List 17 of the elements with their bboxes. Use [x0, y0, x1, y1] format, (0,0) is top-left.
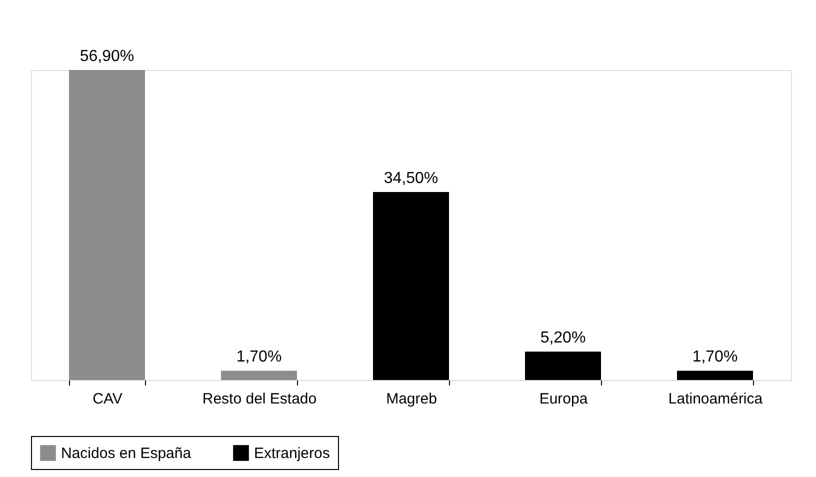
x-tick-label: Resto del Estado	[202, 390, 317, 408]
x-tick-label: CAV	[92, 390, 122, 408]
legend-label: Extranjeros	[254, 445, 330, 462]
x-tick-label: Magreb	[386, 390, 437, 408]
data-label: 56,90%	[80, 48, 134, 65]
bar	[677, 370, 753, 380]
bar	[69, 70, 145, 380]
x-tick-label: Europa	[539, 390, 588, 408]
x-tick-label: Latinoamérica	[668, 390, 764, 408]
bar	[221, 370, 297, 380]
legend-label: Nacidos en España	[61, 445, 192, 462]
bar	[373, 192, 449, 380]
data-label: 34,50%	[384, 170, 438, 188]
data-label: 5,20%	[540, 330, 586, 347]
bar	[525, 352, 601, 380]
data-label: 1,70%	[692, 348, 738, 366]
data-label: 1,70%	[236, 348, 282, 366]
